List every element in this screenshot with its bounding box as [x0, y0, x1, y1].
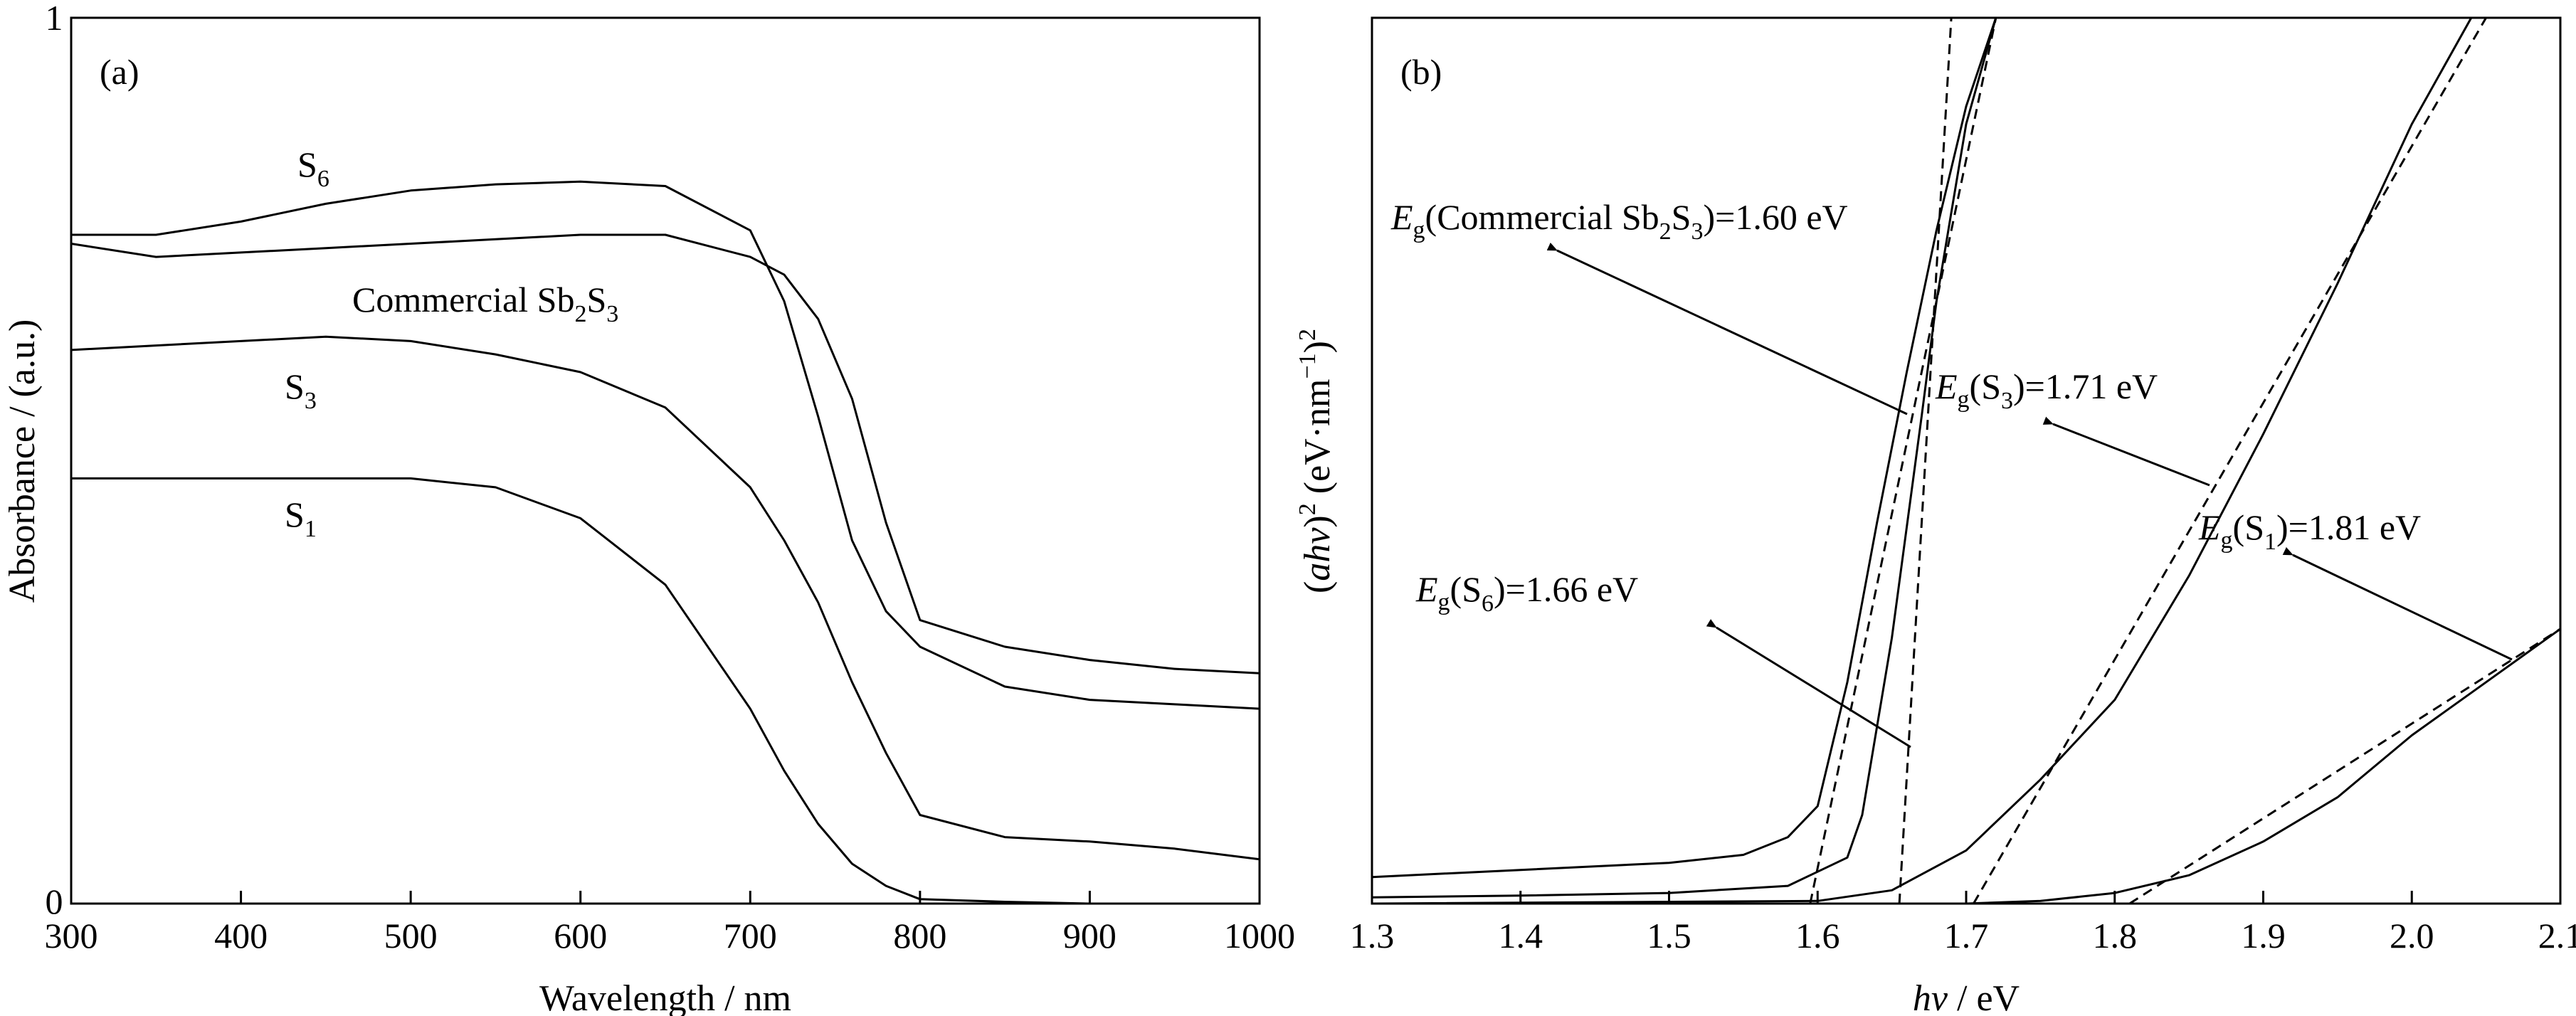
- fit-line-s3-fit: [1973, 17, 2487, 904]
- panel-b-label: (b): [1400, 52, 1442, 92]
- panel-b-x-axis-label: hv / eV: [1913, 978, 2020, 1016]
- annotation-s3: Eg(S3)=1.71 eV: [1935, 366, 2158, 414]
- x-tick-label: 500: [384, 916, 438, 956]
- series-label-s1: S1: [285, 494, 317, 542]
- series-label-s3: S3: [285, 366, 317, 414]
- panel-a-label: (a): [100, 52, 139, 92]
- annotation-arrow-commercial: [1546, 243, 1908, 416]
- panel-a-x-ticks: [70, 891, 1261, 904]
- fit-line-s1-fit: [2128, 628, 2561, 905]
- series-line-commercial-sb2s3: [70, 233, 1260, 674]
- panel-a: 300 400 500 600 700 800 900 1000 1 0 Wavelength…: [2, 0, 1295, 1016]
- panel-b-frame: [1371, 16, 2562, 905]
- panel-a-x-axis-label: Wavelength / nm: [539, 978, 791, 1016]
- series-line-s6: [71, 180, 1260, 710]
- x-tick-label: 1.5: [1647, 916, 1691, 956]
- panel-b-fit-lines: [1809, 17, 2561, 905]
- panel-a-y-tick-label: 1: [46, 0, 63, 38]
- series-line-s1: [1372, 628, 2561, 905]
- annotation-commercial: Eg(Commercial Sb2S3)=1.60 eV: [1390, 197, 1848, 245]
- x-tick-label: 1000: [1224, 916, 1295, 956]
- panel-a-y-axis-label: Absorbance / (a.u.): [2, 319, 43, 603]
- annotation-s1: Eg(S1)=1.81 eV: [2198, 507, 2421, 555]
- series-line-commercial-sb2s3: [1371, 17, 1997, 899]
- panel-a-y-tick-label: 0: [46, 882, 63, 921]
- panel-a-series: [70, 180, 1260, 905]
- fit-line-commercial-fit: [1898, 17, 1953, 904]
- series-line-s3: [70, 335, 1260, 861]
- x-tick-label: 800: [893, 916, 946, 956]
- x-tick-label: 300: [45, 916, 98, 956]
- panel-b-y-axis-label: (ahv)2 (eV·nm−1)2: [1294, 329, 1338, 593]
- annotation-s6: Eg(S6)=1.66 eV: [1415, 569, 1638, 617]
- panel-b-series: [1371, 17, 2561, 905]
- panel-b: 1.3 1.4 1.5 1.6 1.7 1.8 1.9 2.0 2.1 hv / eV (ahv…: [1294, 16, 2576, 1016]
- x-tick-label: 1.9: [2241, 916, 2286, 956]
- panel-a-x-tick-labels: 300 400 500 600 700 800 900 1000: [45, 916, 1296, 956]
- series-label-commercial: Commercial Sb2S3: [352, 280, 618, 327]
- x-tick-label: 2.1: [2538, 916, 2576, 956]
- fit-line-s6-fit: [1809, 17, 1997, 904]
- x-tick-label: 1.6: [1795, 916, 1840, 956]
- series-line-s1: [71, 477, 1260, 905]
- panel-a-frame: [70, 16, 1261, 905]
- x-tick-label: 600: [554, 916, 607, 956]
- annotation-arrow-s6: [1706, 619, 1911, 748]
- x-tick-label: 1.8: [2093, 916, 2138, 956]
- x-tick-label: 400: [214, 916, 268, 956]
- x-tick-label: 1.3: [1350, 916, 1395, 956]
- series-label-s6: S6: [297, 144, 329, 192]
- panel-b-x-tick-labels: 1.3 1.4 1.5 1.6 1.7 1.8 1.9 2.0 2.1: [1350, 916, 2576, 956]
- x-tick-label: 900: [1063, 916, 1117, 956]
- annotation-arrow-s3: [2042, 416, 2210, 487]
- x-tick-label: 700: [724, 916, 777, 956]
- annotation-arrow-s1: [2282, 546, 2513, 661]
- x-tick-label: 1.4: [1499, 916, 1543, 956]
- x-tick-label: 1.7: [1944, 916, 1989, 956]
- series-line-s6: [1371, 17, 1997, 879]
- x-tick-label: 2.0: [2390, 916, 2434, 956]
- series-line-s3: [1371, 17, 2473, 905]
